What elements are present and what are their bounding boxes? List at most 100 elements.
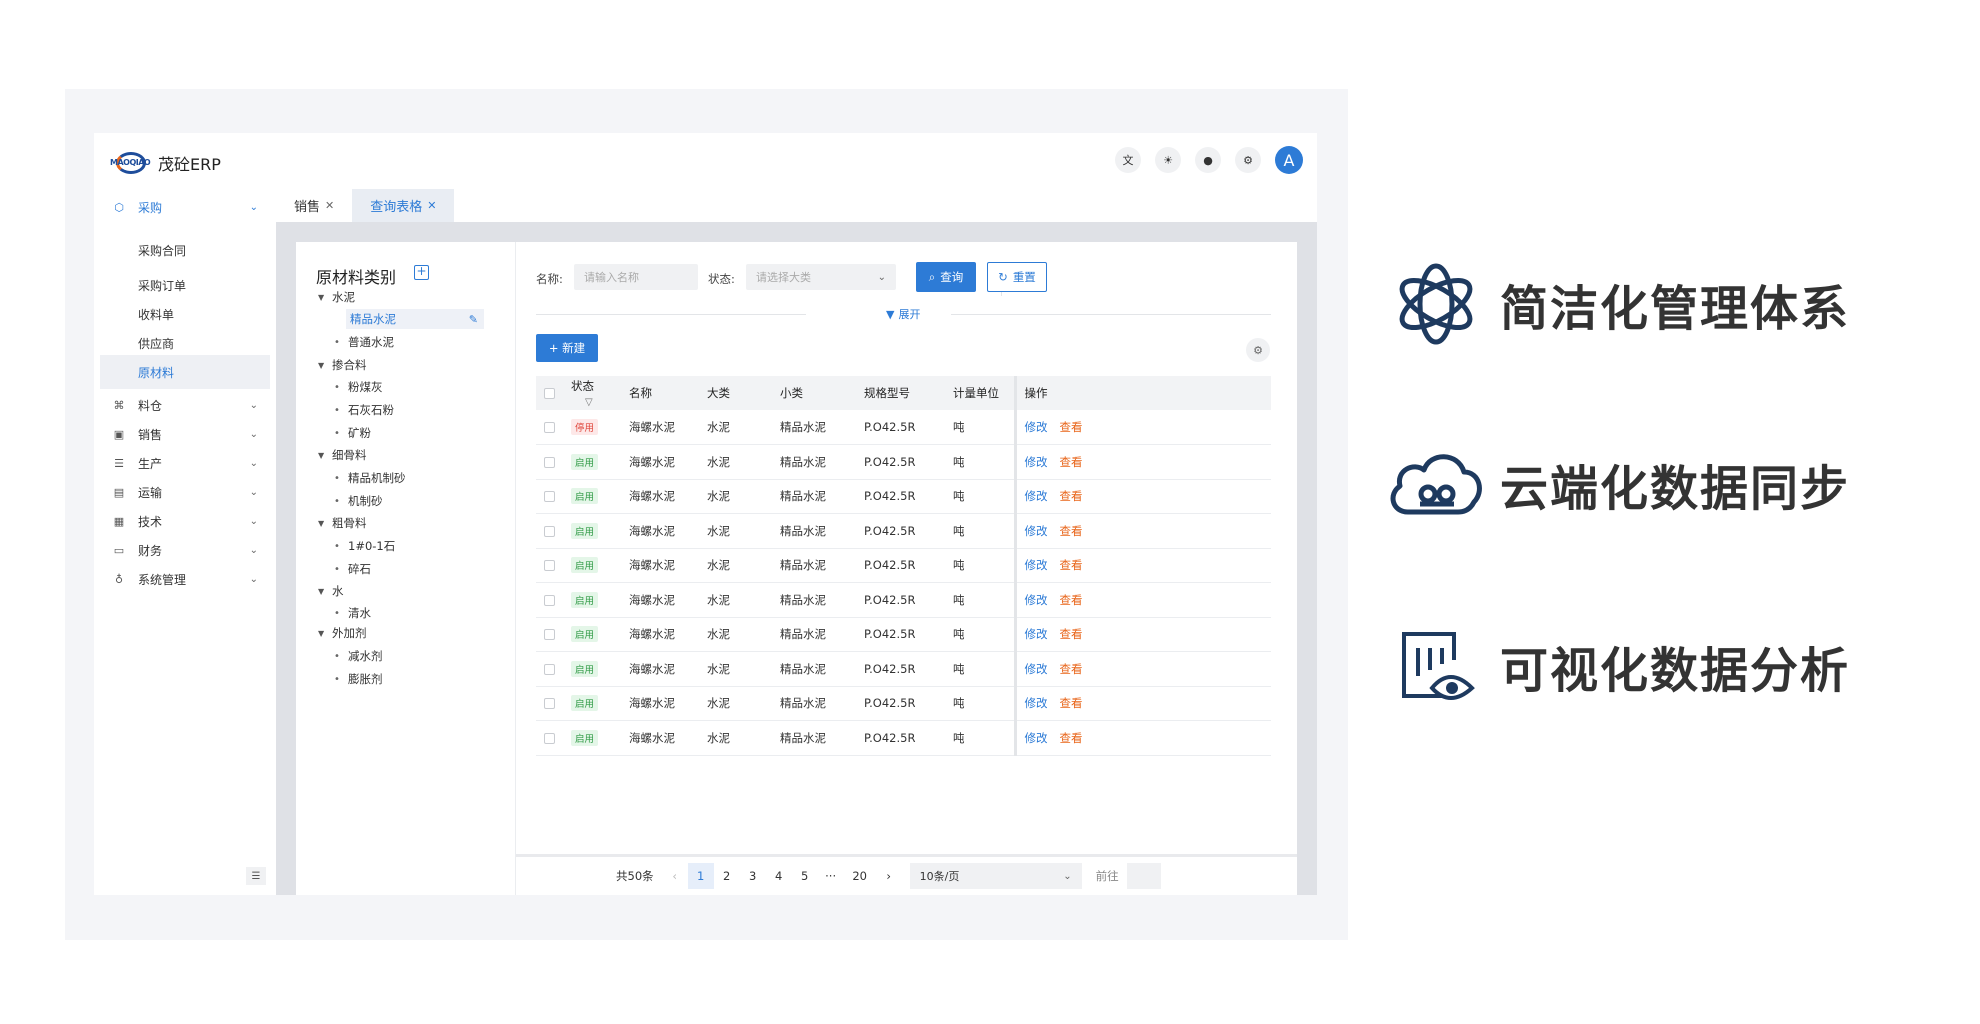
theme-icon[interactable]: ☀ [1155,147,1181,173]
row-checkbox[interactable] [544,663,555,675]
table-row[interactable]: 启用 海螺水泥 水泥 精品水泥 P.O42.5R 吨 修改 查看 [536,582,1271,618]
tree-node-cement-fine[interactable]: 精品水泥 ✎ [346,309,484,329]
edit-link[interactable]: 修改 [1024,489,1048,504]
edit-link[interactable]: 修改 [1024,627,1048,642]
page-20[interactable]: 20 [852,869,867,883]
edit-link[interactable]: 修改 [1024,420,1048,434]
view-link[interactable]: 查看 [1059,523,1083,538]
app-logo[interactable]: MAOQIAO 茂砼ERP [110,151,221,175]
edit-link[interactable]: 修改 [1024,730,1048,745]
view-link[interactable]: 查看 [1059,627,1083,642]
tree-node-cement-normal[interactable]: • 普通水泥 [334,332,394,352]
row-checkbox[interactable] [544,629,555,641]
reset-button[interactable]: ↻ 重置 [987,262,1047,292]
tree-node-cement[interactable]: ▼ 水泥 [318,287,355,307]
table-row[interactable]: 启用 海螺水泥 水泥 精品水泥 P.O42.5R 吨 修改 查看 [536,617,1271,652]
sidebar-item-production[interactable]: ☰ 生产 ⌄ [100,447,270,480]
page-3[interactable]: 3 [748,869,757,883]
edit-link[interactable]: 修改 [1024,523,1048,538]
sidebar-sub-raw-material[interactable]: 原材料 [100,355,270,389]
view-link[interactable]: 查看 [1059,558,1083,573]
tree-node-fine-aggregate[interactable]: ▼ 细骨料 [318,445,367,465]
tree-node-reducer[interactable]: • 减水剂 [334,646,383,666]
tree-node-clear-water[interactable]: • 清水 [334,603,371,623]
tree-node-coarse-aggregate[interactable]: ▼ 粗骨料 [318,513,367,533]
filter-icon[interactable]: ▽ [585,397,593,408]
add-category-icon[interactable]: + [414,265,429,280]
row-checkbox[interactable] [544,560,555,572]
sidebar-sub-receipt[interactable]: 收料单 [138,307,175,322]
table-row[interactable]: 启用 海螺水泥 水泥 精品水泥 P.O42.5R 吨 修改 查看 [536,548,1271,583]
row-checkbox[interactable] [544,698,555,710]
tree-node-admixture[interactable]: ▼ 掺合料 [318,355,367,375]
edit-link[interactable]: 修改 [1024,661,1048,676]
view-link[interactable]: 查看 [1059,730,1083,745]
close-icon[interactable]: ✕ [427,199,437,212]
sidebar-item-transport[interactable]: ▤ 运输 ⌄ [100,476,270,509]
row-checkbox[interactable] [544,491,555,503]
settings-icon[interactable]: ⚙ [1235,147,1261,173]
page-2[interactable]: 2 [722,869,731,883]
page-ellipsis[interactable]: ··· [825,869,837,883]
tree-node-limestone[interactable]: • 石灰石粉 [334,400,394,420]
tree-node-gravel[interactable]: • 碎石 [334,559,371,579]
view-link[interactable]: 查看 [1059,696,1083,711]
table-row[interactable]: 启用 海螺水泥 水泥 精品水泥 P.O42.5R 吨 修改 查看 [536,686,1271,721]
row-checkbox[interactable] [544,456,555,468]
tree-node-fly-ash[interactable]: • 粉煤灰 [334,377,383,397]
view-link[interactable]: 查看 [1059,489,1083,504]
edit-link[interactable]: 修改 [1024,454,1048,469]
sidebar-sub-purchase-contract[interactable]: 采购合同 [138,243,187,258]
page-4[interactable]: 4 [774,869,783,883]
edit-link[interactable]: 修改 [1024,696,1048,711]
row-checkbox[interactable] [544,525,555,537]
bell-icon[interactable]: ● [1195,147,1221,173]
tree-node-slag[interactable]: • 矿粉 [334,423,371,443]
close-icon[interactable]: ✕ [325,199,335,212]
sidebar-item-sales[interactable]: ▣ 销售 ⌄ [100,418,270,451]
sidebar-sub-supplier[interactable]: 供应商 [138,336,175,351]
row-checkbox[interactable] [544,594,555,606]
expand-toggle[interactable]: ▼ 展开 [886,306,920,322]
edit-link[interactable]: 修改 [1024,558,1048,573]
tree-node-sand-fine[interactable]: • 精品机制砂 [334,468,406,488]
table-row[interactable]: 启用 海螺水泥 水泥 精品水泥 P.O42.5R 吨 修改 查看 [536,720,1271,756]
sidebar-item-system[interactable]: ♁ 系统管理 ⌄ [100,563,270,596]
translate-icon[interactable]: 文 [1115,147,1141,173]
next-page-icon[interactable]: › [886,869,891,883]
tree-node-expander[interactable]: • 膨胀剂 [334,669,383,689]
table-row[interactable]: 启用 海螺水泥 水泥 精品水泥 P.O42.5R 吨 修改 查看 [536,479,1271,514]
goto-page-input[interactable] [1126,863,1161,889]
view-link[interactable]: 查看 [1059,454,1083,469]
edit-link[interactable]: 修改 [1024,592,1048,607]
tab-sales[interactable]: 销售 ✕ [276,189,352,222]
select-all-checkbox[interactable] [544,388,555,399]
sidebar-item-silo[interactable]: ⌘ 料仓 ⌄ [100,389,270,422]
tree-node-stone[interactable]: • 1#0-1石 [334,536,395,556]
page-size-select[interactable]: 10条/页 ⌄ [909,863,1082,889]
tree-node-additive[interactable]: ▼ 外加剂 [318,623,367,643]
table-row[interactable]: 启用 海螺水泥 水泥 精品水泥 P.O42.5R 吨 修改 查看 [536,513,1271,549]
view-link[interactable]: 查看 [1059,661,1083,676]
new-button[interactable]: + 新建 [536,334,598,362]
edit-icon[interactable]: ✎ [468,312,478,326]
prev-page-icon[interactable]: ‹ [672,869,677,883]
avatar[interactable]: A [1275,146,1303,174]
row-checkbox[interactable] [544,422,555,433]
sidebar-item-tech[interactable]: ▦ 技术 ⌄ [100,505,270,538]
page-1[interactable]: 1 [687,863,714,889]
tab-query-table[interactable]: 查询表格 ✕ [352,189,455,222]
row-checkbox[interactable] [544,732,555,744]
search-button[interactable]: ⌕ 查询 [916,262,976,292]
view-link[interactable]: 查看 [1059,420,1083,434]
table-row[interactable]: 启用 海螺水泥 水泥 精品水泥 P.O42.5R 吨 修改 查看 [536,444,1271,480]
collapse-icon[interactable]: ☰ [246,867,266,885]
view-link[interactable]: 查看 [1059,592,1083,607]
tree-node-water[interactable]: ▼ 水 [318,581,344,601]
table-row[interactable]: 启用 海螺水泥 水泥 精品水泥 P.O42.5R 吨 修改 查看 [536,651,1271,687]
table-row[interactable]: 停用 海螺水泥 水泥 精品水泥 P.O42.5R 吨 修改 查看 [536,410,1271,445]
tree-node-sand[interactable]: • 机制砂 [334,491,383,511]
name-input[interactable]: 请输入名称 [574,264,698,290]
sidebar-item-purchase[interactable]: ⬡ 采购 ⌄ [100,191,270,224]
sidebar-item-finance[interactable]: ▭ 财务 ⌄ [100,534,270,567]
